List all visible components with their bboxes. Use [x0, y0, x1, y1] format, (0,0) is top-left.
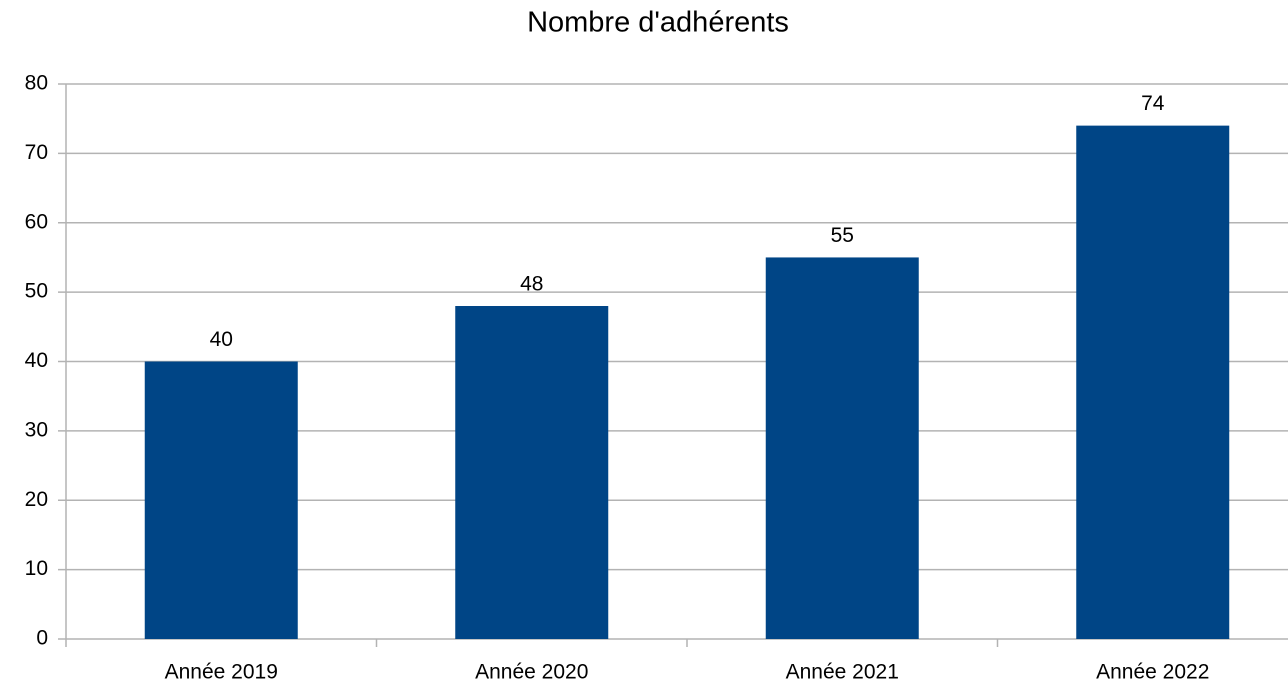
x-tick-label: Année 2022: [1096, 661, 1209, 684]
y-tick-label: 50: [25, 280, 48, 303]
data-label: 48: [520, 273, 543, 296]
y-tick-label: 80: [25, 72, 48, 95]
y-tick-label: 30: [25, 418, 48, 441]
bar: [455, 306, 609, 639]
data-label: 74: [1141, 92, 1165, 115]
bar: [144, 361, 298, 639]
x-tick-label: Année 2020: [475, 661, 588, 684]
x-tick-label: Année 2019: [165, 661, 278, 684]
y-tick-label: 20: [25, 488, 48, 511]
bar: [1076, 125, 1230, 639]
data-label: 40: [210, 328, 233, 351]
y-tick-label: 0: [36, 627, 48, 650]
x-tick-label: Année 2021: [786, 661, 899, 684]
y-tick-label: 70: [25, 141, 48, 164]
data-label: 55: [831, 224, 854, 247]
y-tick-label: 60: [25, 210, 48, 233]
y-tick-label: 10: [25, 557, 48, 580]
chart-title: Nombre d'adhérents: [527, 7, 789, 39]
bar: [765, 257, 919, 639]
y-tick-label: 40: [25, 349, 48, 372]
